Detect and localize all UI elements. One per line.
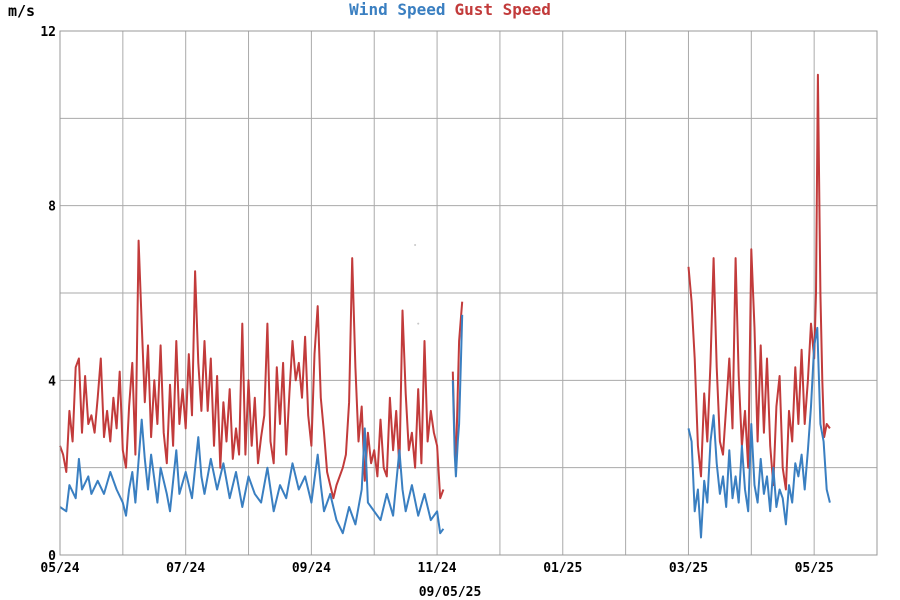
y-axis-ticks: 0 4 8 12	[40, 25, 56, 564]
title-part-0: Wind Speed	[349, 0, 445, 19]
wind-speed-line-segment-1	[451, 314, 464, 478]
x-tick-label: 05/25	[795, 561, 834, 576]
stray-point	[417, 322, 420, 325]
grid-lines	[60, 31, 877, 555]
y-axis-unit-label: m/s	[8, 2, 35, 20]
x-tick-label: 07/24	[166, 561, 205, 576]
y-tick-label: 12	[40, 25, 56, 40]
x-tick-label: 05/24	[40, 561, 79, 576]
wind-speed-line-segment-2	[687, 326, 831, 539]
chart-title: Wind Speed Gust Speed	[349, 0, 551, 19]
x-axis-ticks: 05/24 07/24 09/24 11/24 01/25 03/25 05/25	[40, 561, 833, 576]
footer-date-label: 09/05/25	[419, 585, 482, 600]
x-tick-label: 03/25	[669, 561, 708, 576]
y-tick-label: 8	[48, 200, 56, 215]
wind-speed-line-segment-0	[59, 418, 445, 535]
x-tick-label: 01/25	[543, 561, 582, 576]
stray-points	[414, 243, 420, 325]
x-tick-label: 09/24	[292, 561, 331, 576]
gust-speed-line-segment-0	[59, 239, 445, 500]
y-tick-label: 0	[48, 549, 56, 564]
gust-speed-line-segment-2	[687, 73, 831, 491]
title-part-1: Gust Speed	[455, 0, 551, 19]
y-tick-label: 4	[48, 374, 56, 389]
stray-point	[414, 243, 417, 246]
x-tick-label: 11/24	[418, 561, 457, 576]
series-group	[59, 73, 831, 539]
plot-frame	[59, 30, 878, 556]
